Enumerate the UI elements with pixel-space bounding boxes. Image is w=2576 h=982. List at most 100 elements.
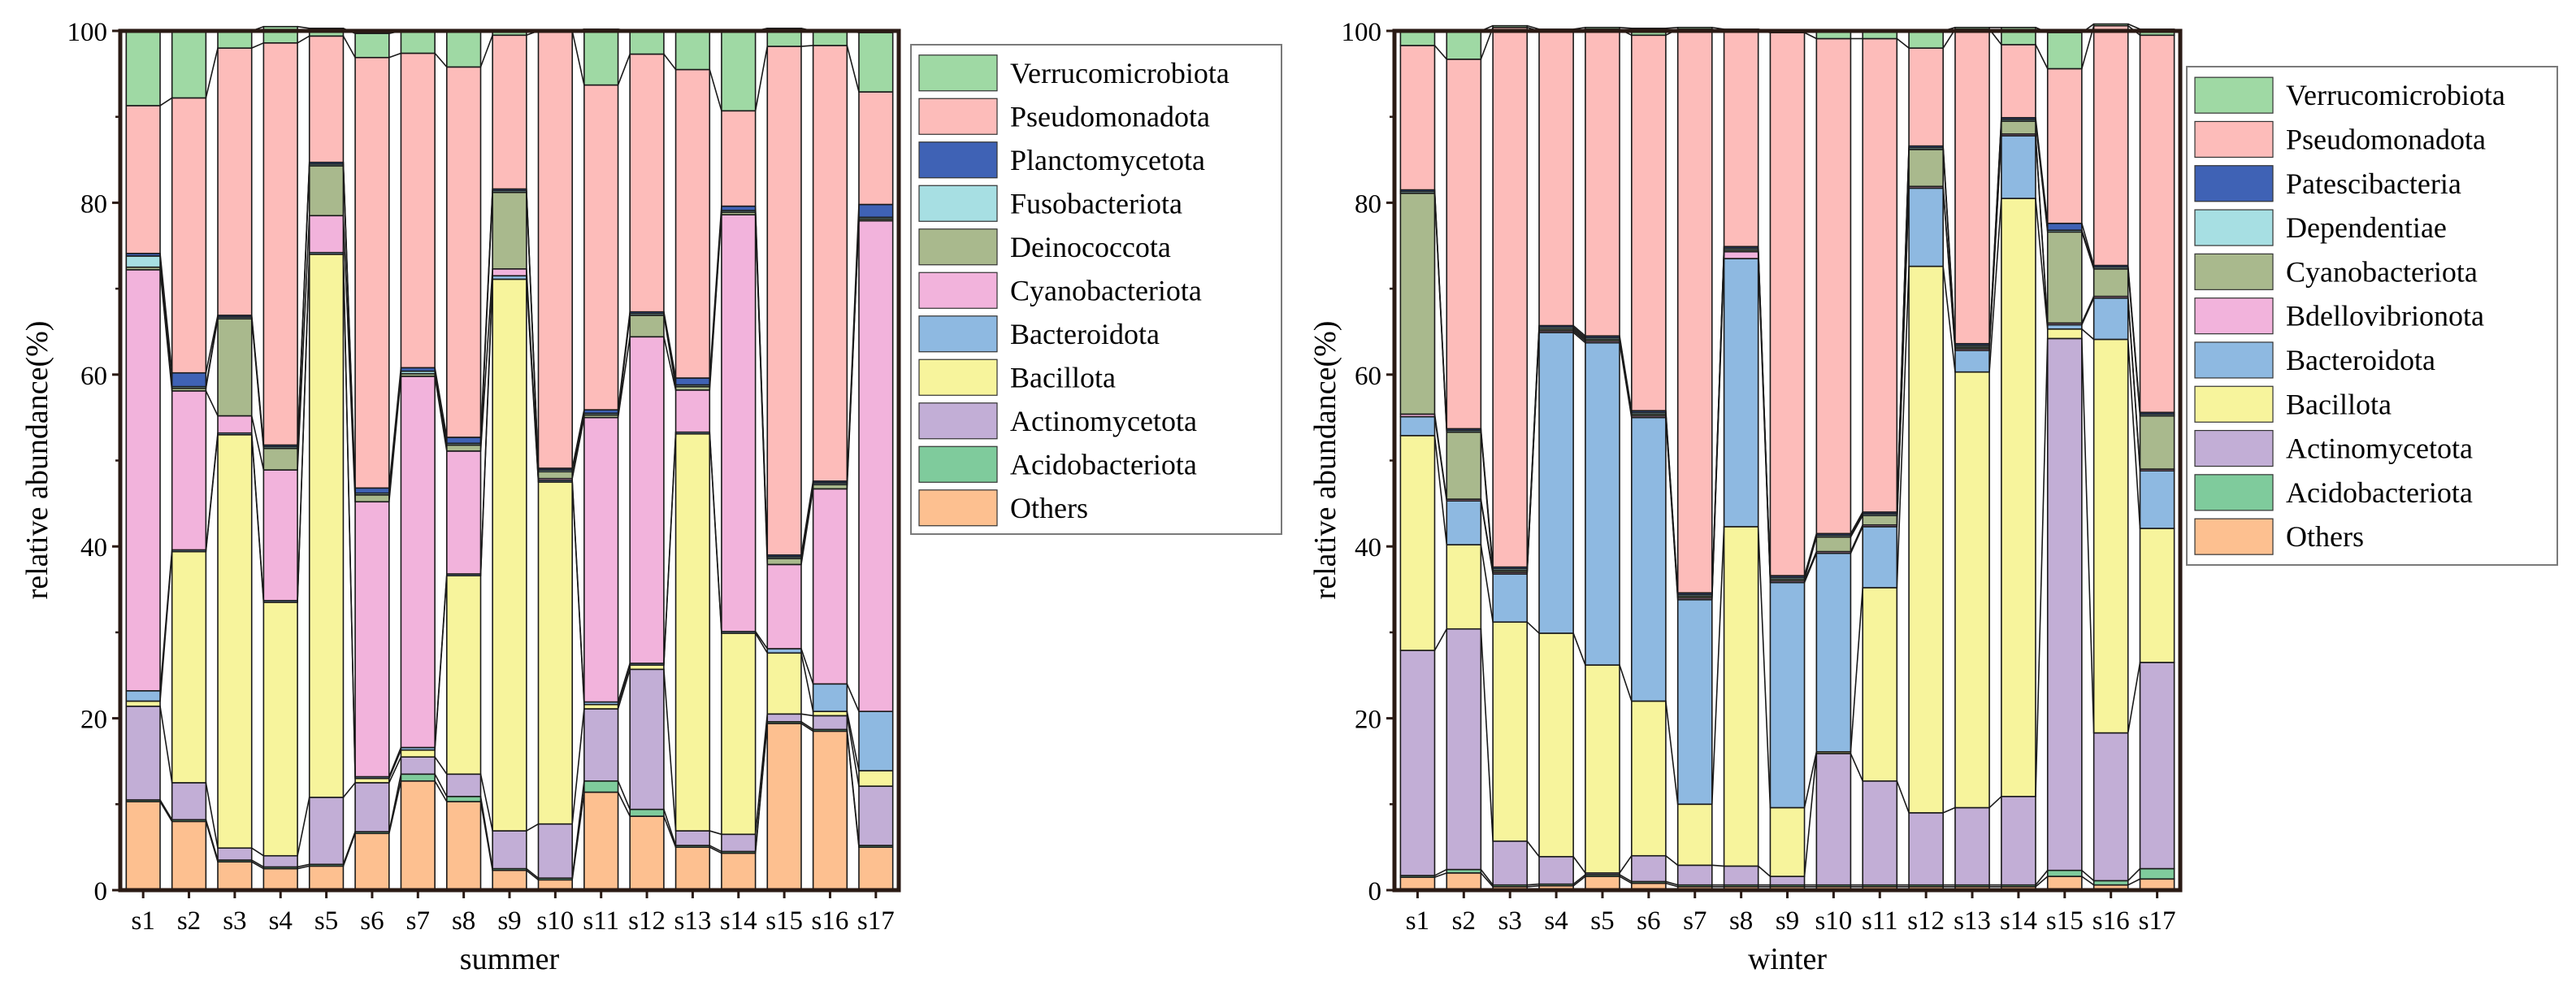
- summer-bar-s8-pseudomonadota: [445, 66, 482, 438]
- winter-link-acidobacteriota: [1434, 868, 1447, 876]
- winter-ytick-label: 60: [1355, 362, 1381, 391]
- summer-bar-s9-pseudomonadota: [492, 34, 527, 190]
- winter-link-pseudomonadota: [1896, 37, 1910, 49]
- summer-bar-s7-acidobacteriota: [400, 773, 436, 782]
- winter-bar-s16-bacillota: [2092, 338, 2129, 734]
- summer-bar-s5-deinococcota: [308, 165, 345, 217]
- winter-xtick-label: s7: [1683, 906, 1706, 936]
- winter-link-bacillota: [1988, 198, 2002, 372]
- summer-bar-s15-cyanobacteriota: [766, 563, 802, 650]
- winter-ytick-label: 80: [1355, 189, 1381, 219]
- summer-legend-swatch: [918, 358, 998, 396]
- winter-link-patescibacteria: [1665, 411, 1679, 593]
- winter-link-cyanobacteriota: [1850, 515, 1863, 537]
- winter-bar-s14-bacteroidota: [2001, 135, 2036, 199]
- summer-link-bacillota: [846, 710, 860, 771]
- summer-legend-label: Cyanobacteriota: [1010, 274, 1202, 306]
- summer-bar-s17-bacteroidota: [858, 710, 894, 771]
- winter-bar-s5-pseudomonadota: [1585, 28, 1620, 337]
- summer-bar-s3-others: [217, 861, 253, 891]
- summer-link-pseudomonadota: [205, 47, 219, 98]
- winter-link-actinomycetota: [1803, 753, 1818, 877]
- summer-chart: 0 20 40 60 80 100 s1 s2 s3 s4 s5 s6 s7 s8 s9 s10 s11 s12 s…: [20, 18, 1282, 976]
- summer-ytick-label: 100: [67, 18, 108, 47]
- summer-bar-s9-cyanobacteriota: [492, 267, 527, 277]
- summer-link-actinomycetota: [388, 756, 402, 784]
- summer-legend-label: Bacteroidota: [1010, 318, 1160, 350]
- winter-xtick-label: s8: [1729, 906, 1753, 936]
- summer-link-bacteroidota: [250, 432, 265, 601]
- summer-bar-s14-actinomycetota: [721, 833, 757, 853]
- winter-bar-s17-bacteroidota: [2139, 470, 2175, 529]
- winter-xtick-label: s1: [1406, 906, 1429, 936]
- summer-bar-s9-bacillota: [492, 278, 527, 832]
- winter-legend-item: Bacteroidota: [2194, 341, 2435, 379]
- summer-bar-s6-deinococcota: [354, 493, 390, 503]
- summer-bar-s12-verrucomicrobiota: [629, 30, 665, 55]
- winter-link-pseudomonadota: [2035, 44, 2049, 69]
- winter-legend-label: Others: [2286, 520, 2364, 553]
- summer-link-acidobacteriota: [479, 796, 493, 869]
- winter-link-bacillota: [1711, 526, 1725, 805]
- winter-bar-s15-actinomycetota: [2046, 337, 2083, 871]
- winter-link-bdellovibrionota: [1572, 330, 1586, 342]
- summer-link-others: [297, 865, 310, 870]
- winter-link-bacillota: [1619, 664, 1633, 702]
- winter-link-acidobacteriota: [1572, 874, 1586, 885]
- winter-link-acidobacteriota: [1527, 883, 1540, 886]
- summer-link-planctomycetota: [342, 162, 356, 489]
- winter-bar-s6-pseudomonadota: [1631, 34, 1667, 411]
- winter-bar-s16-actinomycetota: [2092, 732, 2129, 882]
- summer-bar-s2-cyanobacteriota: [171, 390, 207, 551]
- winter-ytick-label: 100: [1342, 18, 1382, 47]
- winter-link-bacillota: [2081, 328, 2095, 341]
- summer-legend-swatch: [918, 272, 998, 309]
- winter-link-patescibacteria: [1988, 117, 2002, 344]
- summer-bar-s16-bacteroidota: [812, 683, 848, 712]
- summer-bar-s9-deinococcota: [492, 191, 527, 270]
- summer-link-actinomycetota: [526, 823, 539, 832]
- summer-legend-swatch: [918, 98, 998, 135]
- winter-bar-s11-bacillota: [1862, 587, 1898, 782]
- winter-bar-s5-bacillota: [1585, 664, 1620, 874]
- summer-legend-item: Others: [918, 489, 1088, 527]
- winter-link-verrucomicrobiota: [2127, 23, 2140, 30]
- winter-legend-swatch: [2194, 253, 2274, 290]
- winter-bar-s2-cyanobacteriota: [1446, 431, 1482, 500]
- winter-xtick-label: s17: [2139, 906, 2176, 936]
- winter-bar-s16-cyanobacteriota: [2092, 267, 2129, 298]
- winter-bar-s9-pseudomonadota: [1769, 32, 1806, 576]
- summer-bar-s17-actinomycetota: [858, 785, 894, 846]
- summer-link-actinomycetota: [800, 713, 813, 717]
- winter-bar-s13-bacteroidota: [1954, 350, 1990, 373]
- winter-link-patescibacteria: [2127, 265, 2141, 413]
- summer-ytick-label: 20: [80, 706, 107, 735]
- winter-link-patescibacteria: [1711, 246, 1725, 593]
- winter-bar-s12-bacteroidota: [1908, 187, 1944, 267]
- summer-legend-swatch: [918, 54, 998, 92]
- summer-bar-s12-bacillota: [629, 664, 665, 671]
- winter-legend-item: Bdellovibrionota: [2194, 298, 2484, 335]
- summer-link-planctomycetota: [479, 189, 493, 437]
- summer-link-bacteroidota: [159, 550, 173, 691]
- winter-link-patescibacteria: [1572, 324, 1586, 337]
- winter-link-cyanobacteriota: [1572, 328, 1586, 341]
- summer-link-cyanobacteriota: [571, 417, 585, 479]
- summer-link-planctomycetota: [297, 162, 310, 445]
- winter-link-actinomycetota: [1758, 865, 1771, 877]
- winter-bar-s15-others: [2046, 876, 2083, 891]
- summer-bar-s17-planctomycetota: [858, 203, 894, 219]
- winter-bar-s10-cyanobacteriota: [1815, 536, 1852, 553]
- winter-bar-s8-bacillota: [1723, 526, 1759, 867]
- winter-link-actinomycetota: [2035, 338, 2049, 797]
- summer-bar-s2-others: [171, 820, 207, 891]
- winter-bar-s3-bacteroidota: [1492, 573, 1529, 624]
- winter-link-patescibacteria: [1942, 146, 1956, 344]
- winter-bar-s15-acidobacteriota: [2046, 869, 2083, 877]
- summer-link-others: [709, 846, 722, 854]
- winter-bar-s15-patescibacteria: [2046, 222, 2083, 232]
- winter-legend-item: Bacillota: [2194, 385, 2392, 423]
- summer-link-acidobacteriota: [159, 799, 173, 820]
- winter-bar-s5-others: [1585, 876, 1620, 891]
- summer-link-planctomycetota: [159, 253, 173, 373]
